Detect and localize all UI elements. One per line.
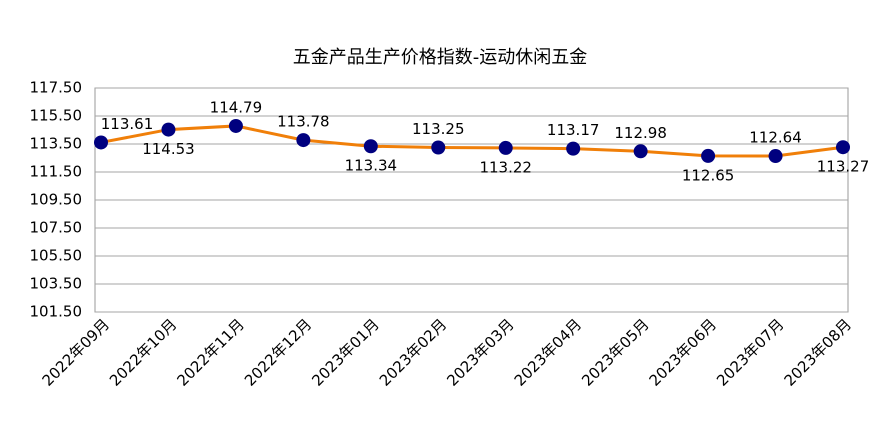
data-label: 114.53	[142, 140, 195, 158]
data-point	[633, 144, 648, 159]
data-label: 113.25	[412, 120, 465, 138]
data-label: 113.17	[547, 121, 600, 139]
y-tick-label: 113.50	[30, 135, 83, 153]
data-point	[161, 122, 176, 137]
y-tick-label: 107.50	[30, 219, 83, 237]
data-label: 112.64	[749, 129, 802, 147]
y-tick-label: 117.50	[30, 79, 83, 97]
y-tick-label: 103.50	[30, 275, 83, 293]
chart-title: 五金产品生产价格指数-运动休闲五金	[293, 47, 588, 68]
data-point	[498, 140, 513, 155]
data-point	[363, 139, 378, 154]
data-label: 113.34	[345, 157, 398, 175]
y-tick-label: 105.50	[30, 247, 83, 265]
data-point	[566, 141, 581, 156]
data-label: 114.79	[210, 98, 263, 116]
data-point	[701, 148, 716, 163]
y-tick-label: 115.50	[30, 107, 83, 125]
y-tick-label: 101.50	[30, 303, 83, 321]
data-label: 113.78	[277, 113, 330, 131]
data-line	[100, 124, 844, 158]
y-tick-label: 111.50	[30, 163, 83, 181]
data-point	[94, 135, 108, 150]
data-label: 112.65	[682, 166, 735, 184]
y-tick-label: 109.50	[30, 191, 83, 209]
data-label: 113.22	[479, 158, 532, 176]
data-label: 113.61	[101, 115, 154, 133]
data-point	[431, 140, 446, 155]
data-label: 113.27	[817, 158, 870, 176]
data-label: 112.98	[614, 124, 667, 142]
data-point	[836, 140, 850, 155]
data-point	[228, 118, 243, 133]
data-point	[296, 133, 311, 148]
data-point	[768, 149, 783, 164]
